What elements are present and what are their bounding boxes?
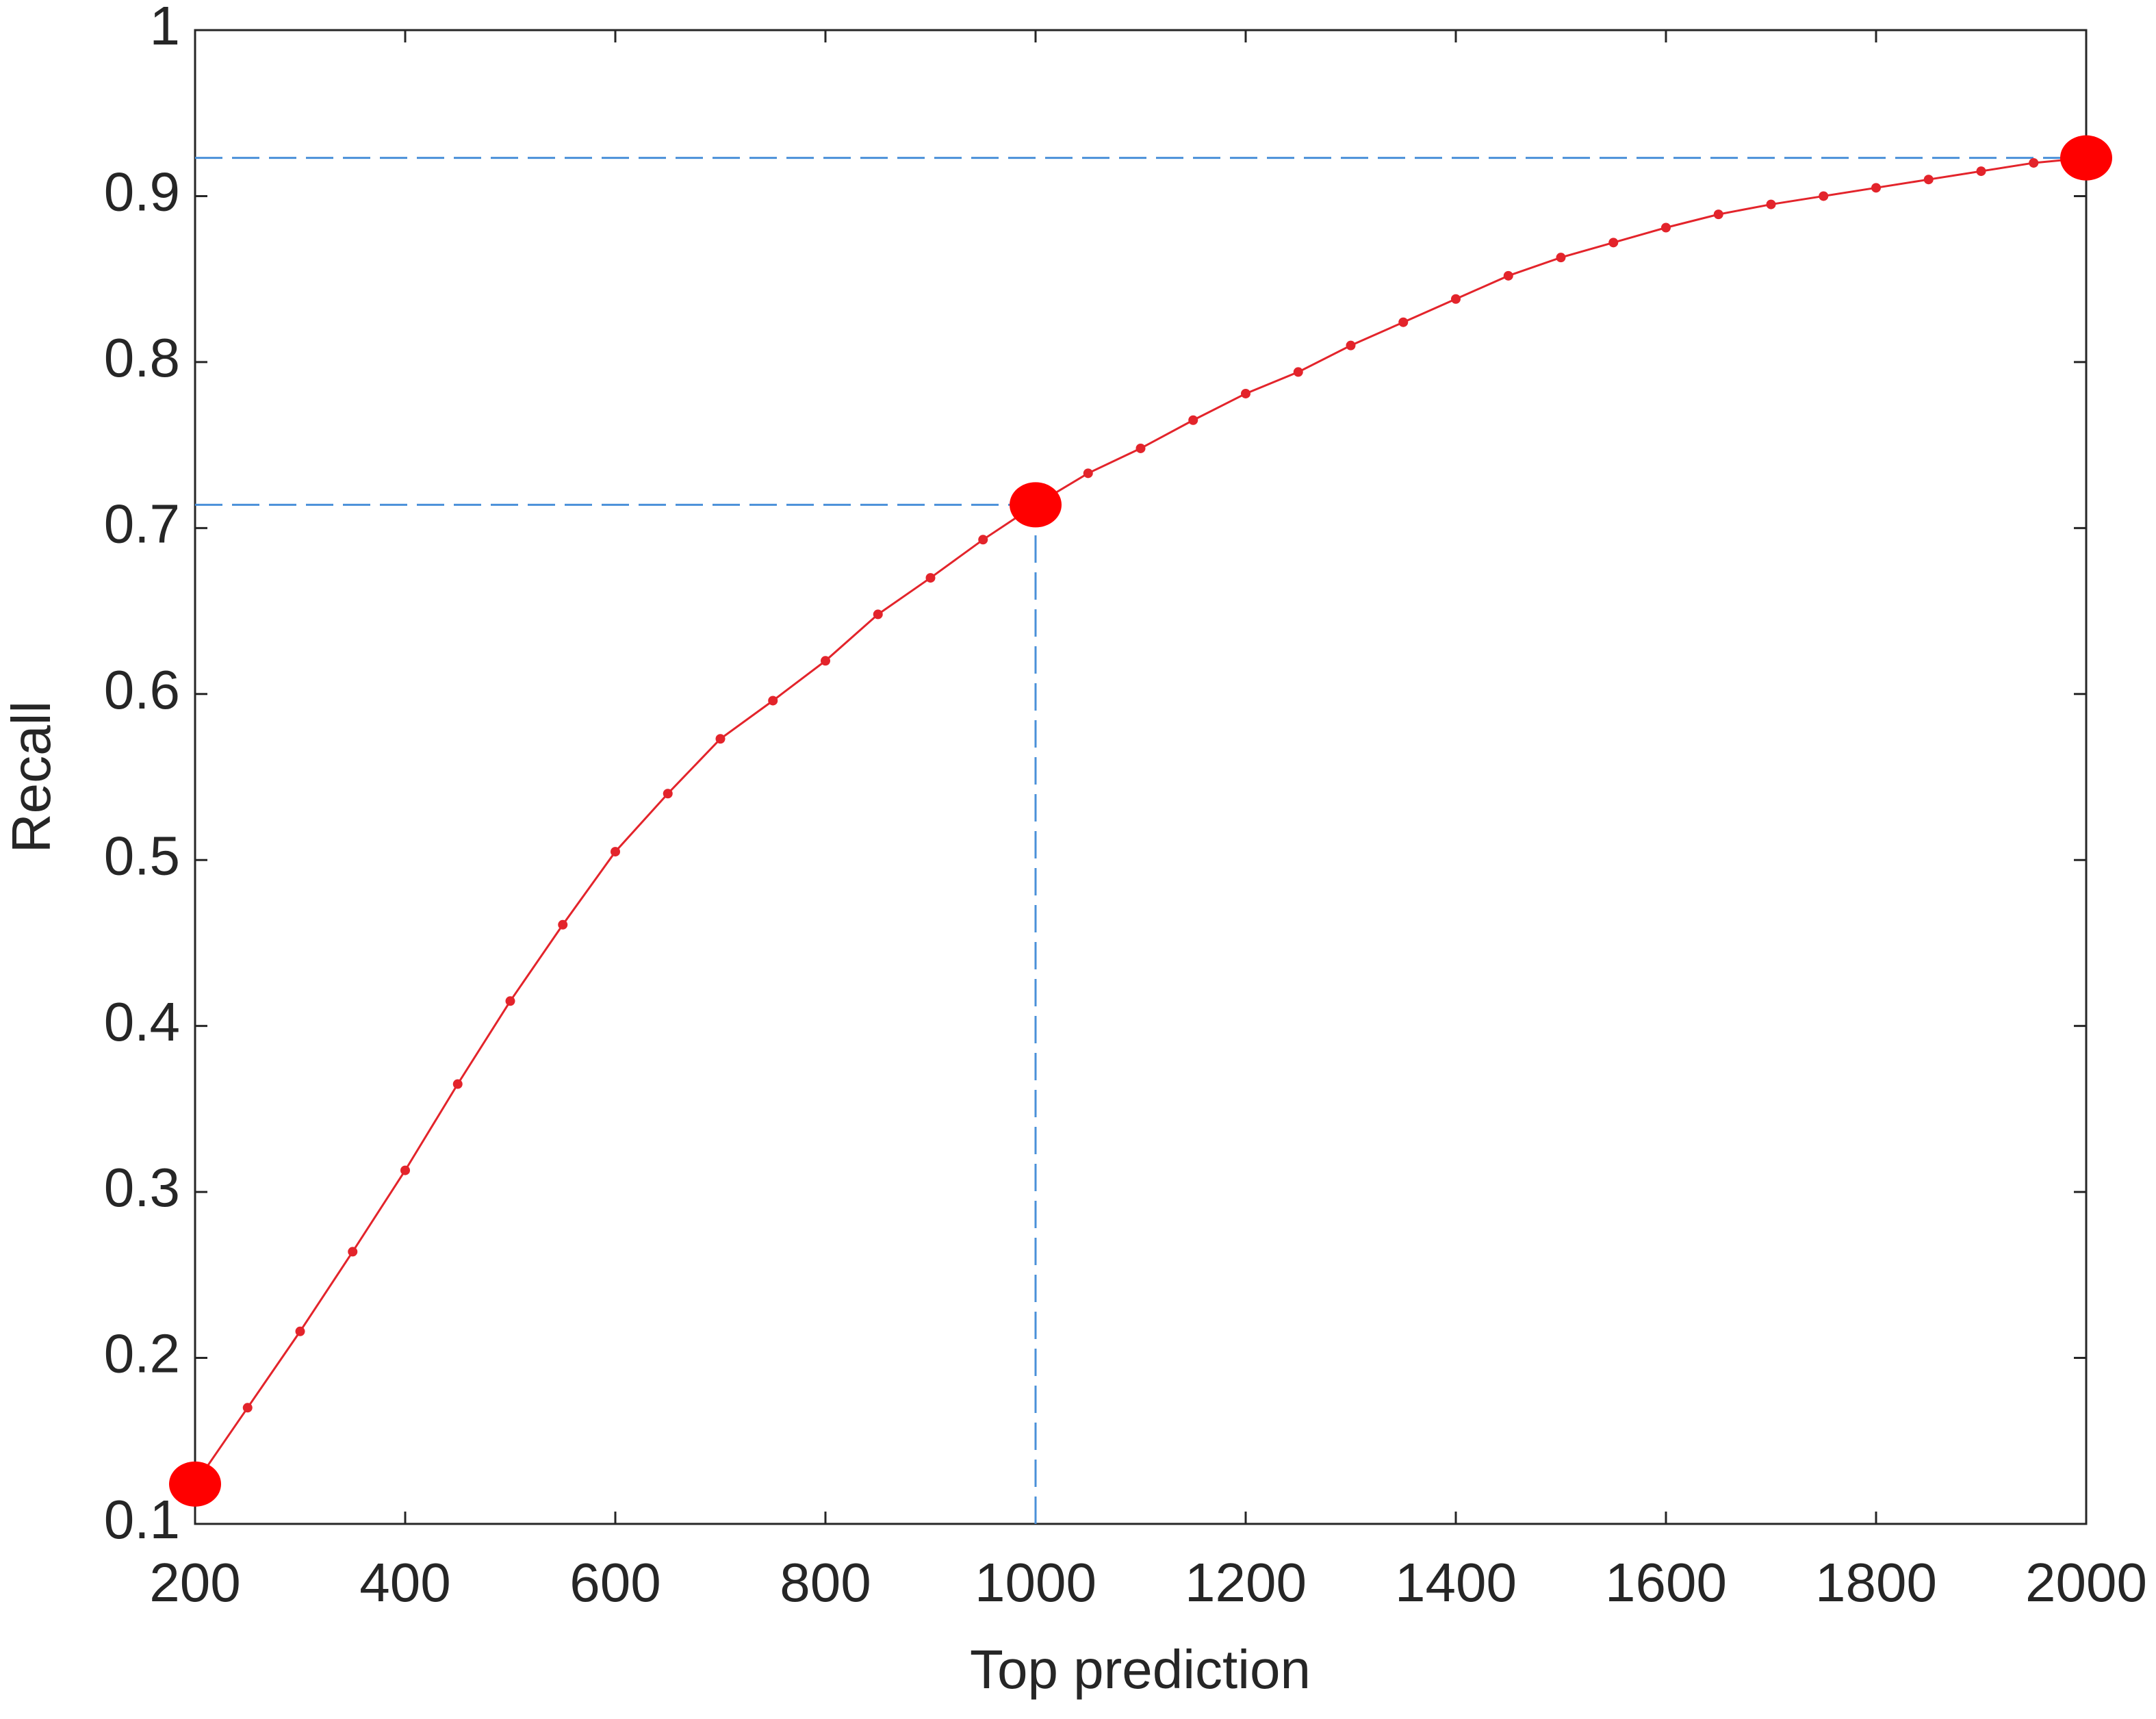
data-point (558, 919, 568, 930)
data-point (1451, 294, 1461, 304)
y-tick-label: 0.2 (104, 1323, 180, 1384)
data-point (2029, 157, 2039, 168)
y-tick-label: 0.5 (104, 825, 180, 886)
data-point (348, 1247, 358, 1257)
plot-frame (194, 29, 2088, 1525)
y-axis-label: Recall (1, 701, 62, 853)
data-point (978, 535, 988, 545)
data-point (715, 734, 726, 744)
data-point (1083, 468, 1093, 479)
data-point (1713, 209, 1723, 220)
highlight-point (169, 1461, 221, 1507)
y-tick-label: 0.4 (104, 991, 180, 1052)
data-point (1398, 317, 1409, 327)
x-tick-label: 1200 (1185, 1552, 1307, 1613)
data-point (1188, 415, 1198, 425)
data-point (663, 789, 673, 799)
y-tick-label: 0.8 (104, 327, 180, 388)
x-tick-label: 400 (359, 1552, 450, 1613)
data-point (1871, 183, 1881, 193)
data-point (768, 696, 778, 706)
y-tick-label: 0.9 (104, 162, 180, 222)
y-tick-label: 0.7 (104, 493, 180, 554)
data-point (873, 609, 883, 620)
data-point (1661, 222, 1671, 233)
data-point (505, 996, 515, 1006)
data-point (1241, 388, 1250, 398)
data-point (1608, 238, 1619, 248)
data-point (242, 1403, 253, 1413)
series-line (194, 157, 2087, 1485)
data-point (611, 847, 620, 857)
data-point (1135, 443, 1146, 453)
highlight-point (2060, 135, 2112, 181)
y-tick-label: 1 (150, 0, 181, 56)
y-tick-label: 0.6 (104, 659, 180, 720)
data-point (1976, 166, 1986, 177)
data-point (1923, 175, 1934, 185)
x-tick-label: 2000 (2025, 1552, 2147, 1613)
y-tick-label: 0.1 (104, 1489, 180, 1550)
data-point (452, 1079, 463, 1089)
x-tick-label: 1600 (1605, 1552, 1727, 1613)
data-point (295, 1326, 305, 1336)
data-point (1293, 367, 1303, 377)
x-axis-label: Top prediction (970, 1639, 1311, 1700)
y-tick-label: 0.3 (104, 1157, 180, 1218)
x-tick-label: 600 (569, 1552, 660, 1613)
x-tick-label: 200 (149, 1552, 240, 1613)
x-tick-label: 1800 (1815, 1552, 1937, 1613)
data-point (1766, 199, 1776, 209)
data-point (1556, 253, 1566, 263)
data-point (1503, 270, 1513, 281)
data-point (925, 573, 936, 583)
x-tick-label: 1400 (1395, 1552, 1517, 1613)
data-point (1819, 191, 1829, 201)
data-point (1346, 340, 1356, 351)
x-tick-label: 800 (780, 1552, 871, 1613)
highlight-point (1010, 482, 1062, 528)
data-point (400, 1165, 410, 1175)
data-point (821, 656, 830, 666)
x-tick-label: 1000 (975, 1552, 1096, 1613)
